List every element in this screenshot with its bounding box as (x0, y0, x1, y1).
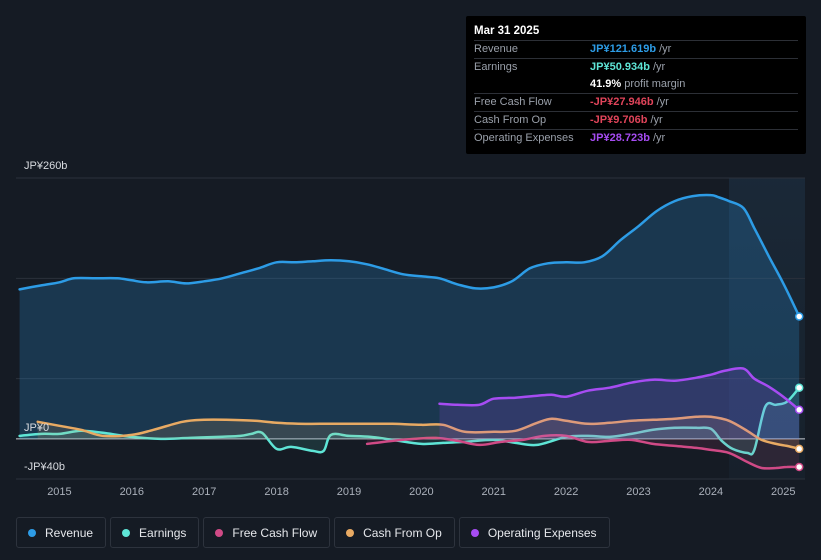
free-cash-flow-end-marker (794, 462, 804, 472)
x-tick-label: 2024 (699, 486, 723, 498)
tooltip-row-fcf: Free Cash Flow -JP¥27.946b /yr (474, 93, 798, 111)
cash-from-op-dot-icon (346, 528, 355, 537)
cash-from-op-end-marker (794, 444, 804, 454)
tooltip-label: Operating Expenses (474, 132, 574, 144)
operating-expenses-area (439, 368, 800, 439)
tooltip-row-earnings: Earnings JP¥50.934b /yr (474, 58, 798, 76)
y-tick-label: -JP¥40b (24, 461, 65, 473)
x-tick-label: 2015 (47, 486, 71, 498)
tooltip-label: Cash From Op (474, 114, 547, 126)
tooltip-label (474, 76, 590, 93)
x-tick-label: 2023 (626, 486, 650, 498)
revenue-line (18, 193, 801, 318)
tooltip: Mar 31 2025 Revenue JP¥121.619b /yr Earn… (466, 16, 806, 154)
y-tick-label: JP¥0 (24, 422, 49, 434)
tooltip-value: -JP¥27.946b (590, 96, 654, 108)
legend-item-earnings[interactable]: Earnings (110, 517, 200, 548)
legend-item-revenue[interactable]: Revenue (16, 517, 107, 548)
tooltip-label: Free Cash Flow (474, 96, 552, 108)
tooltip-row-margin: 41.9% profit margin (474, 76, 798, 93)
tooltip-row-cfo: Cash From Op -JP¥9.706b /yr (474, 111, 798, 129)
series-group (18, 193, 804, 472)
y-axis: JP¥260b JP¥0 -JP¥40b (24, 160, 67, 473)
x-tick-label: 2021 (482, 486, 506, 498)
tooltip-value: JP¥28.723b (590, 132, 650, 144)
legend: Revenue Earnings Free Cash Flow Cash Fro… (16, 517, 610, 548)
tooltip-value: -JP¥9.706b (590, 114, 648, 126)
legend-label: Revenue (45, 525, 94, 540)
tooltip-date: Mar 31 2025 (474, 25, 540, 37)
operating-expenses-line (438, 366, 801, 412)
cash-from-op-area (37, 416, 800, 449)
revenue-end-marker (794, 312, 804, 321)
tooltip-row-revenue: Revenue JP¥121.619b /yr (474, 40, 798, 58)
tooltip-unit: /yr (652, 61, 666, 73)
earnings-line (18, 386, 801, 456)
tooltip-value: 41.9% (590, 78, 622, 90)
cash-from-op-line (36, 415, 801, 451)
earnings-dot-icon (122, 528, 131, 537)
tooltip-unit: /yr (659, 43, 672, 55)
x-tick-label: 2019 (337, 486, 361, 498)
tooltip-unit: /yr (652, 132, 666, 144)
legend-label: Free Cash Flow (232, 525, 318, 540)
tooltip-unit: /yr (656, 96, 669, 108)
tooltip-unit: profit margin (624, 78, 686, 90)
x-tick-label: 2020 (409, 486, 433, 498)
x-tick-label: 2016 (120, 486, 144, 498)
revenue-dot-icon (28, 528, 36, 537)
legend-label: Operating Expenses (487, 525, 597, 540)
earnings-end-marker (794, 383, 804, 392)
tooltip-value: JP¥121.619b (590, 43, 657, 55)
x-tick-label: 2022 (554, 486, 578, 498)
x-tick-label: 2017 (192, 486, 216, 498)
tooltip-unit: /yr (650, 114, 663, 126)
operating-expenses-end-marker (794, 405, 804, 415)
free-cash-flow-dot-icon (215, 528, 224, 537)
operating-expenses-dot-icon (470, 528, 479, 537)
x-axis: 2015 2016 2017 2018 2019 2020 2021 2022 2023 2024… (47, 486, 795, 498)
legend-label: Earnings (139, 525, 187, 540)
tooltip-row-opex: Operating Expenses JP¥28.723b /yr (474, 129, 798, 147)
tooltip-label: Earnings (474, 61, 518, 73)
y-tick-label: JP¥260b (24, 160, 67, 172)
x-tick-label: 2018 (264, 486, 288, 498)
tooltip-value: JP¥50.934b (590, 61, 650, 73)
legend-label: Cash From Op (363, 525, 442, 540)
legend-item-cash-from-op[interactable]: Cash From Op (334, 517, 455, 548)
legend-item-free-cash-flow[interactable]: Free Cash Flow (203, 517, 331, 548)
x-tick-label: 2025 (771, 486, 795, 498)
tooltip-label: Revenue (474, 43, 519, 55)
legend-item-operating-expenses[interactable]: Operating Expenses (458, 517, 610, 548)
free-cash-flow-line (365, 434, 801, 470)
